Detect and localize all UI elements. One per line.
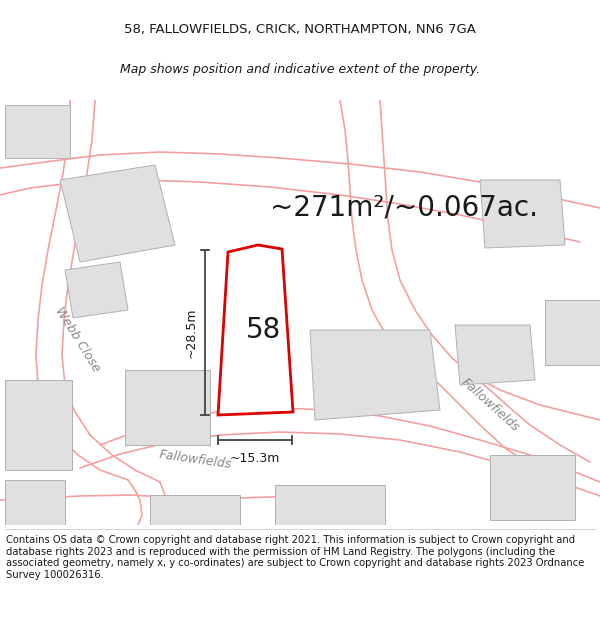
Text: 58, FALLOWFIELDS, CRICK, NORTHAMPTON, NN6 7GA: 58, FALLOWFIELDS, CRICK, NORTHAMPTON, NN… bbox=[124, 24, 476, 36]
Polygon shape bbox=[480, 180, 565, 248]
Text: 58: 58 bbox=[246, 316, 281, 344]
Text: Fallowfields: Fallowfields bbox=[458, 376, 521, 434]
Polygon shape bbox=[310, 330, 440, 420]
Polygon shape bbox=[218, 245, 293, 415]
Polygon shape bbox=[60, 165, 175, 262]
Text: Fallowfields: Fallowfields bbox=[158, 449, 232, 471]
Text: Webb Close: Webb Close bbox=[53, 305, 103, 375]
Polygon shape bbox=[5, 105, 70, 158]
Polygon shape bbox=[150, 495, 240, 525]
Polygon shape bbox=[125, 370, 210, 445]
Polygon shape bbox=[275, 485, 385, 525]
Polygon shape bbox=[490, 455, 575, 520]
Polygon shape bbox=[5, 380, 72, 470]
Text: Contains OS data © Crown copyright and database right 2021. This information is : Contains OS data © Crown copyright and d… bbox=[6, 535, 584, 580]
Text: ~28.5m: ~28.5m bbox=[185, 308, 198, 358]
Text: Map shows position and indicative extent of the property.: Map shows position and indicative extent… bbox=[120, 64, 480, 76]
Polygon shape bbox=[65, 262, 128, 318]
Polygon shape bbox=[5, 480, 65, 525]
Polygon shape bbox=[545, 300, 600, 365]
Text: ~271m²/~0.067ac.: ~271m²/~0.067ac. bbox=[270, 194, 538, 222]
Polygon shape bbox=[455, 325, 535, 385]
Text: ~15.3m: ~15.3m bbox=[230, 452, 280, 465]
